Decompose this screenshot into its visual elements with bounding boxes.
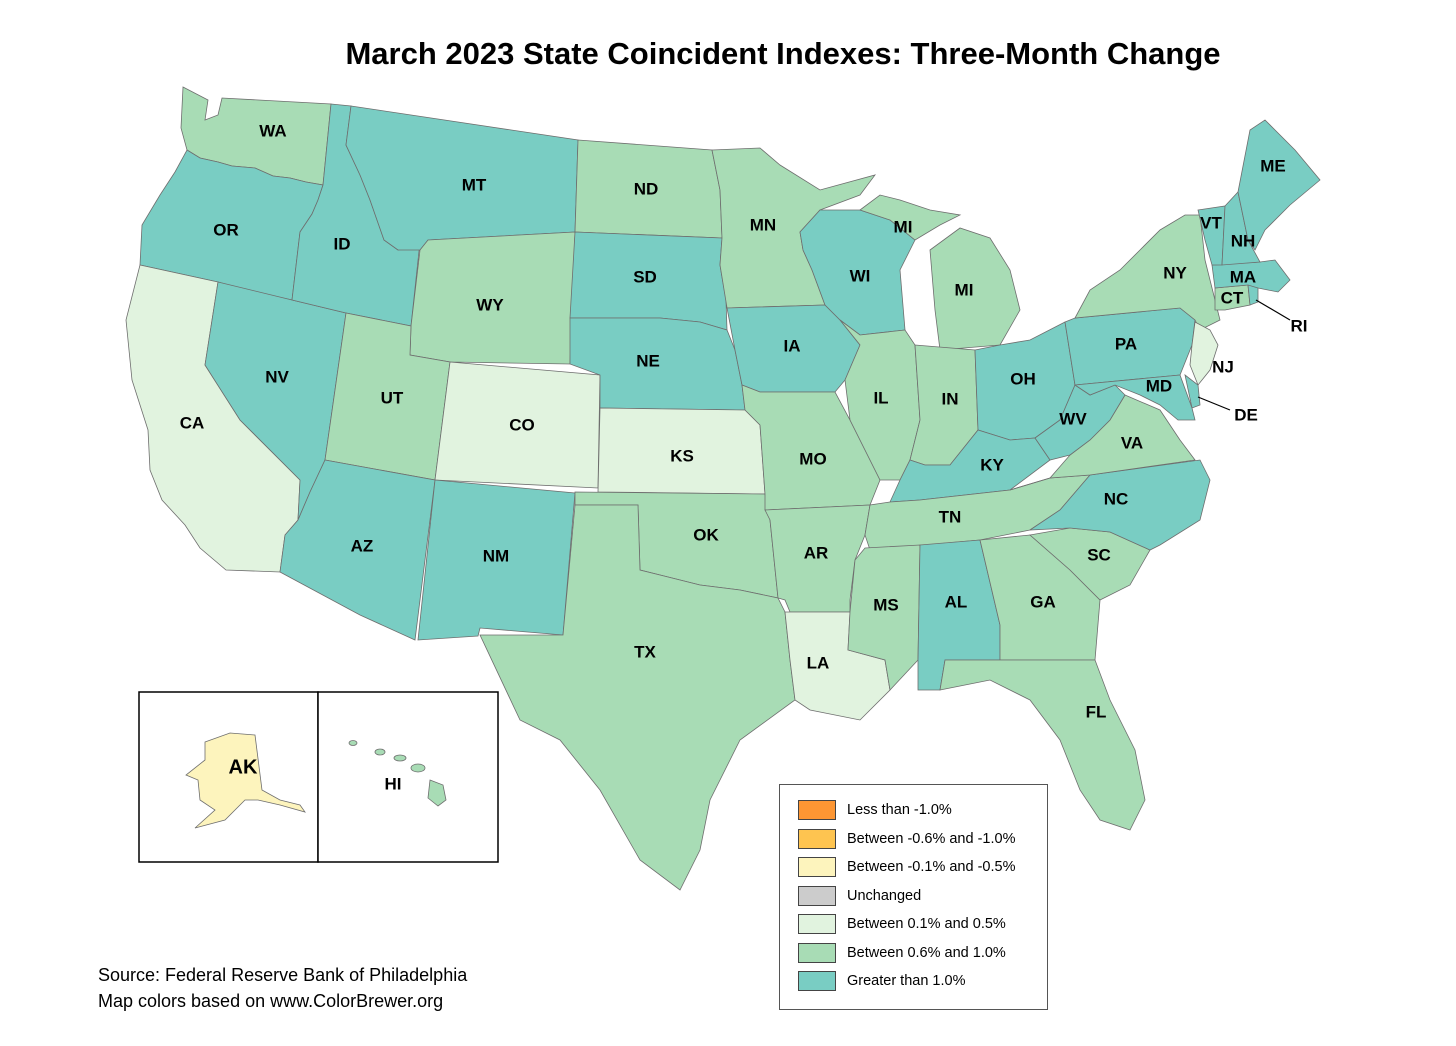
label-CA: CA [180, 413, 205, 432]
label-GA: GA [1030, 592, 1056, 611]
label-MS: MS [873, 595, 899, 614]
label-OR: OR [213, 220, 239, 239]
label-TN: TN [939, 507, 962, 526]
label-ID: ID [334, 234, 351, 253]
legend-label: Less than -1.0% [847, 802, 952, 818]
label-CT: CT [1221, 288, 1244, 307]
label-NE: NE [636, 351, 660, 370]
source-line: Source: Federal Reserve Bank of Philadel… [98, 965, 468, 985]
legend-swatch [798, 942, 836, 963]
label-WV: WV [1059, 409, 1087, 428]
state-NC[interactable] [1028, 459, 1211, 551]
state-WV[interactable] [1034, 384, 1126, 461]
source-note: Source: Federal Reserve Bank of Philadel… [98, 962, 467, 1014]
legend-item: Between 0.6% and 1.0% [798, 942, 1006, 964]
legend-label: Between -0.6% and -1.0% [847, 830, 1016, 847]
state-DE[interactable] [1184, 374, 1201, 409]
label-IA: IA [784, 336, 801, 355]
label-MD: MD [1146, 376, 1172, 395]
state-AZ[interactable] [279, 459, 436, 641]
legend-swatch [798, 885, 836, 906]
legend-swatch [798, 914, 836, 934]
label-HI: HI [385, 774, 402, 793]
label-AZ: AZ [351, 536, 374, 555]
legend-label: Greater than 1.0% [847, 973, 966, 989]
state-VA[interactable] [1009, 394, 1196, 491]
state-VT[interactable] [1197, 205, 1226, 266]
label-WY: WY [476, 295, 504, 314]
state-MA[interactable] [1211, 259, 1291, 293]
legend-swatch [798, 800, 836, 820]
legend-label: Unchanged [847, 887, 922, 904]
label-AR: AR [804, 543, 829, 562]
legend-item: Between -0.6% and -1.0% [798, 828, 1015, 850]
label-KS: KS [670, 446, 694, 465]
legend-swatch [798, 971, 836, 991]
state-NH[interactable] [1221, 191, 1261, 266]
legend-label: Between 0.6% and 1.0% [847, 944, 1006, 961]
label-IN: IN [942, 389, 959, 408]
state-RI[interactable] [1247, 284, 1259, 306]
state-MI-upper[interactable] [859, 194, 962, 241]
legend-item: Unchanged [798, 885, 921, 907]
label-NJ: NJ [1212, 357, 1234, 376]
legend-item: Less than -1.0% [798, 799, 952, 821]
label-MI-upper: MI [894, 217, 913, 236]
label-OH: OH [1010, 369, 1036, 388]
legend-item: Between 0.1% and 0.5% [798, 913, 1006, 935]
label-SD: SD [633, 267, 657, 286]
state-NJ[interactable] [1189, 321, 1219, 386]
state-MI[interactable] [929, 227, 1021, 351]
label-UT: UT [381, 388, 404, 407]
legend-swatch [798, 857, 836, 877]
label-MO: MO [799, 449, 826, 468]
map-title: March 2023 State Coincident Indexes: Thr… [345, 36, 1221, 71]
legend-item: Greater than 1.0% [798, 970, 966, 992]
label-ND: ND [634, 179, 659, 198]
label-AL: AL [945, 592, 968, 611]
label-DE: DE [1234, 405, 1258, 424]
state-AK[interactable] [185, 732, 306, 829]
label-VT: VT [1200, 213, 1222, 232]
label-WI: WI [850, 266, 871, 285]
label-WA: WA [259, 121, 286, 140]
state-NY[interactable] [1074, 214, 1221, 331]
label-CO: CO [509, 415, 535, 434]
label-NY: NY [1163, 263, 1187, 282]
hawaii-inset [317, 691, 499, 863]
label-TX: TX [634, 642, 656, 661]
label-MN: MN [750, 215, 776, 234]
label-FL: FL [1086, 702, 1107, 721]
state-HI[interactable] [348, 740, 447, 807]
label-MI: MI [955, 280, 974, 299]
state-MD[interactable] [1073, 374, 1196, 421]
label-ME: ME [1260, 156, 1286, 175]
label-SC: SC [1087, 545, 1111, 564]
label-NC: NC [1104, 489, 1129, 508]
legend-swatch [798, 828, 836, 849]
legend-label: Between 0.1% and 0.5% [847, 916, 1006, 932]
state-ME[interactable] [1237, 119, 1321, 251]
legend: Less than -1.0% Between -0.6% and -1.0% … [779, 784, 1048, 1010]
label-MA: MA [1230, 267, 1256, 286]
label-LA: LA [807, 653, 830, 672]
label-NM: NM [483, 546, 509, 565]
state-MO[interactable] [741, 384, 881, 511]
legend-label: Between -0.1% and -0.5% [847, 859, 1016, 875]
label-AK: AK [229, 756, 258, 778]
label-NV: NV [265, 367, 289, 386]
label-RI: RI [1291, 316, 1308, 335]
label-VA: VA [1121, 433, 1143, 452]
state-FL[interactable] [939, 659, 1146, 831]
label-NH: NH [1231, 231, 1256, 250]
label-PA: PA [1115, 334, 1137, 353]
colorbrewer-credit: Map colors based on www.ColorBrewer.org [98, 991, 444, 1011]
label-KY: KY [980, 455, 1004, 474]
label-IL: IL [873, 388, 888, 407]
label-OK: OK [693, 525, 719, 544]
legend-item: Between -0.1% and -0.5% [798, 856, 1015, 878]
state-TX[interactable] [479, 504, 796, 891]
label-MT: MT [462, 175, 487, 194]
